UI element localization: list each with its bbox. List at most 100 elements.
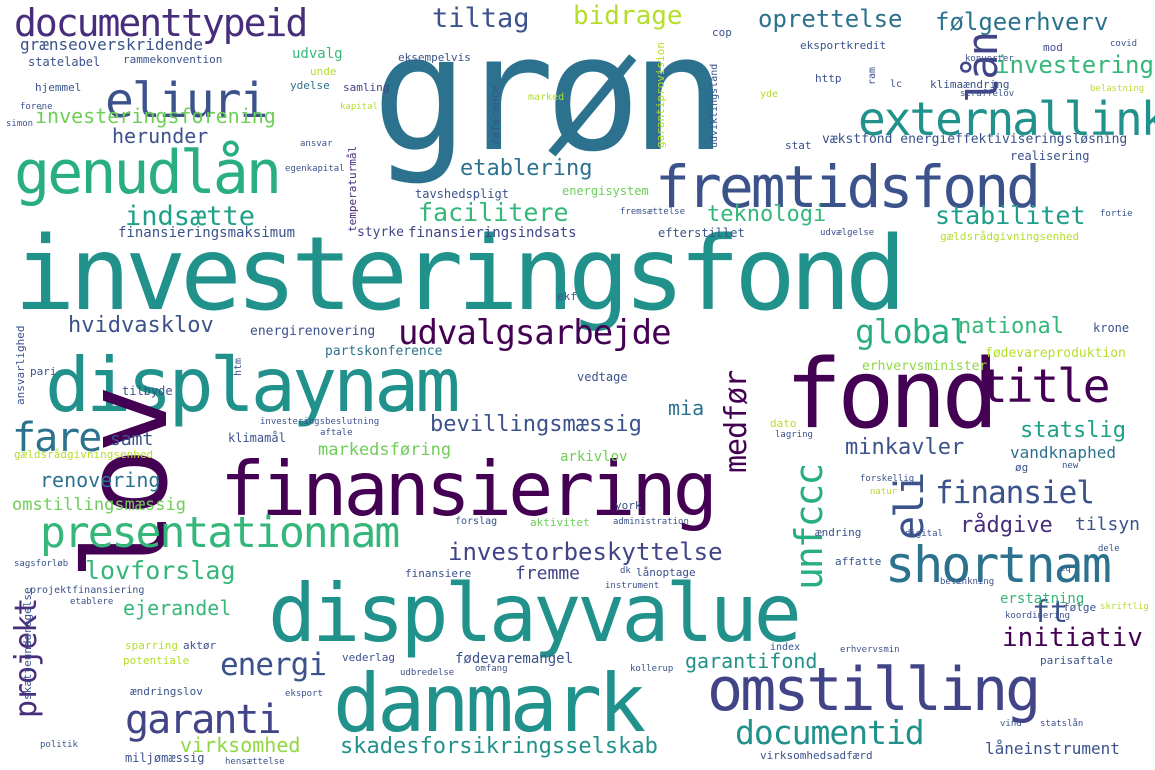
word-stat: stat <box>785 139 812 152</box>
word-rammekonvention: rammekonvention <box>123 53 223 66</box>
word-covid: covid <box>1110 39 1138 49</box>
word-vederlag: vederlag <box>342 651 395 664</box>
word-national: national <box>958 314 1064 339</box>
word-vedtage: vedtage <box>577 370 628 384</box>
word-omstilling: omstilling <box>707 655 1041 725</box>
word-teknologi: teknologi <box>707 202 827 227</box>
word-tilsyn: tilsyn <box>1075 514 1141 535</box>
word-mia: mia <box>668 396 705 420</box>
word-virksomhedsadfaerd: virksomhedsadfærd <box>760 749 873 762</box>
word-facilitere: facilitere <box>418 198 569 227</box>
word-fond: fond <box>785 340 999 450</box>
word-lovforslag: lovforslag <box>85 556 236 585</box>
word-herunder: herunder <box>112 124 209 148</box>
word-affatte: affatte <box>835 555 882 568</box>
word-fortie: fortie <box>1100 209 1133 219</box>
word-tiltag: tiltag <box>432 3 530 34</box>
word-omfang: omfang <box>475 664 508 674</box>
word-digital: digital <box>905 529 943 539</box>
word-skriftlig: skriftlig <box>1100 602 1149 612</box>
word-ansvarlighed: ansvarlighed <box>14 325 27 405</box>
word-finansieringsindsats: finansieringsindsats <box>408 225 577 241</box>
word-udvaelgelse: udvælgelse <box>820 228 875 238</box>
word-garantifond: garantifond <box>685 649 818 673</box>
word-potentiale: potentiale <box>123 654 190 667</box>
word-forskellig: forskellig <box>860 474 915 484</box>
word-aktivitet: aktivitet <box>530 516 590 529</box>
word-egenkapital: egenkapital <box>285 164 345 174</box>
word-politik: politik <box>40 740 78 750</box>
word-instrument: instrument <box>605 581 660 591</box>
word-oprettelse: oprettelse <box>758 5 903 33</box>
word-cq: cq <box>1060 564 1071 574</box>
word-forene: forene <box>20 102 53 112</box>
word-statslan: statslån <box>1040 719 1084 729</box>
word-eksport: eksport <box>285 689 323 699</box>
word-dk: dk <box>620 566 631 576</box>
word-temperaturmal: temperaturmål <box>346 145 359 232</box>
word-vind: vind <box>1000 719 1022 729</box>
word-externallink: externallink <box>858 92 1155 146</box>
word-sagsforlob: sagsforløb <box>14 559 69 569</box>
word-lanoptage: lånoptage <box>636 566 696 579</box>
word-parisaftale: parisaftale <box>1040 654 1113 667</box>
word-natur: natur <box>870 487 898 497</box>
word-index: index <box>770 642 801 653</box>
word-statelabel: statelabel <box>28 55 101 69</box>
word-lc: lc <box>890 79 903 90</box>
word-virksomhed: virksomhed <box>180 733 301 757</box>
word-aendringslov: ændringslov <box>130 685 203 698</box>
word-displaynam: displaynam <box>45 341 461 429</box>
word-presentationnam: presentationnam <box>40 508 400 558</box>
word-udbredelse: udbredelse <box>400 668 455 678</box>
word-omstillingsmaessig: omstillingsmæssig <box>12 495 186 515</box>
word-fodevaremangel: fødevaremangel <box>455 651 574 667</box>
word-etablere: etablere <box>70 597 114 607</box>
word-indsaette: indsætte <box>125 201 256 232</box>
word-miljomaessig: miljømæssig <box>125 751 205 765</box>
word-york: york <box>615 499 642 512</box>
word-documentid: documentid <box>735 713 925 752</box>
word-erhvervsminister: erhvervsminister <box>862 359 988 374</box>
word-udviklingsland: udviklingsland <box>709 63 720 148</box>
word-partskonference: partskonference <box>325 344 443 359</box>
word-vaekstfond: vækstfond energieffektiviseringsløsning <box>822 132 1128 147</box>
word-simon: simon <box>6 119 34 129</box>
word-ram: ram <box>867 66 878 85</box>
word-administration: administration <box>613 517 689 527</box>
word-udvalg: udvalg <box>292 46 343 62</box>
word-energirenovering: energirenovering <box>250 324 376 339</box>
word-displayvalue: displayvalue <box>268 567 802 660</box>
word-finansieringsmaksimum: finansieringsmaksimum <box>118 225 296 241</box>
word-title: title <box>980 359 1110 413</box>
word-og: øg <box>1015 461 1029 474</box>
word-fremsaettelse: fremsættelse <box>620 207 686 217</box>
word-genudlan: genudlån <box>14 138 282 208</box>
word-erhvervsmin: erhvervsmin <box>840 645 900 655</box>
word-new: new <box>1062 461 1079 471</box>
word-htm: htm <box>233 357 244 376</box>
word-ft: ft <box>1032 595 1069 630</box>
word-fremtidsfond: fremtidsfond <box>655 153 1041 221</box>
word-skadesforsikringsselskab: skadesforsikringsselskab <box>340 734 658 759</box>
word-vandknaphed: vandknaphed <box>1010 443 1116 462</box>
word-hensaettelse: hensættelse <box>225 757 285 767</box>
word-finansiere: finansiere <box>405 567 472 580</box>
word-bevillingsmaessig: bevillingsmæssig <box>430 412 642 437</box>
word-realisering: realisering <box>1010 149 1090 163</box>
word-hjemmel: hjemmel <box>35 81 82 94</box>
word-garantiprovision: garantiprovision <box>654 42 667 148</box>
word-folge: følge <box>1063 601 1097 614</box>
word-fare: fare <box>12 415 102 461</box>
word-shortnam: shortnam <box>885 536 1112 594</box>
word-investering: investering <box>995 51 1154 79</box>
word-krone: krone <box>1093 321 1130 335</box>
word-dele: dele <box>1098 544 1120 554</box>
word-marked: marked <box>528 92 565 103</box>
word-danmark: danmark <box>333 657 646 750</box>
word-samt: samt <box>110 429 154 450</box>
word-folgeerhverv: følgeerhverv <box>935 8 1109 36</box>
word-skatteunddragelse: skatteunddragelse <box>21 587 34 700</box>
word-initiativ: initiativ <box>1002 623 1143 653</box>
